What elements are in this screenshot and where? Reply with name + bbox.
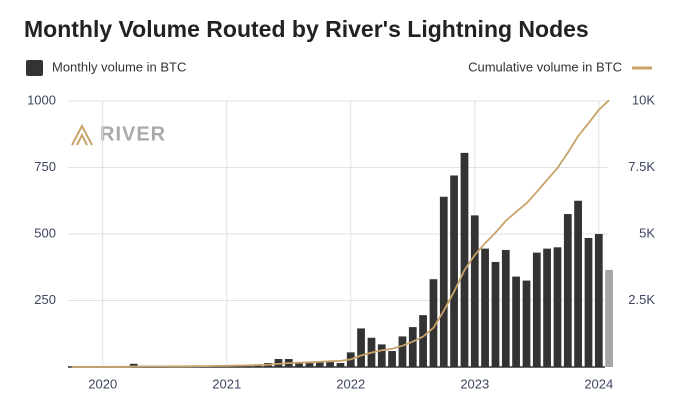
bar [439, 196, 448, 367]
bar [563, 214, 572, 367]
bar [377, 344, 386, 367]
y2-tick-label: 5K [639, 225, 655, 240]
legend-label: Cumulative volume in BTC [468, 59, 622, 74]
bar [491, 261, 500, 367]
bar [295, 363, 303, 367]
chart-title: Monthly Volume Routed by River's Lightni… [24, 16, 589, 42]
logo-text: RIVER [100, 123, 166, 145]
bar [512, 276, 520, 367]
bar [388, 351, 396, 367]
x-tick-label: 2024 [584, 376, 613, 391]
y-tick-label: 250 [34, 292, 56, 307]
bar [481, 248, 489, 367]
bar [315, 361, 324, 367]
bar [543, 248, 551, 367]
bar [336, 363, 345, 367]
logo-icon [71, 123, 93, 146]
bar [594, 234, 603, 367]
y-tick-label: 750 [34, 159, 56, 174]
bar [470, 215, 479, 367]
bar [450, 175, 458, 367]
y-tick-label: 500 [34, 225, 56, 240]
bar [398, 336, 407, 367]
y-tick-label: 1000 [27, 92, 56, 107]
bar [419, 315, 427, 367]
x-tick-label: 2021 [212, 376, 241, 391]
legend-label: Monthly volume in BTC [52, 59, 186, 74]
bar [532, 252, 541, 367]
bar [584, 237, 593, 367]
y2-tick-label: 2.5K [628, 292, 655, 307]
bar [605, 269, 613, 367]
bar [129, 363, 138, 367]
bar [408, 327, 417, 367]
bar [357, 328, 365, 367]
bar [460, 152, 469, 367]
x-tick-label: 2022 [336, 376, 365, 391]
bar [553, 247, 562, 367]
bar [429, 279, 438, 367]
legend-swatch [26, 60, 43, 76]
y2-tick-label: 10K [632, 92, 655, 107]
bar [501, 249, 510, 367]
y2-tick-label: 7.5K [628, 159, 655, 174]
line [71, 99, 610, 368]
bar [305, 363, 314, 367]
bar [326, 361, 334, 367]
logo: RIVER [71, 123, 166, 146]
x-tick-label: 2023 [460, 376, 489, 391]
bar [522, 280, 531, 367]
x-tick-label: 2020 [88, 376, 117, 391]
bar [574, 200, 582, 367]
